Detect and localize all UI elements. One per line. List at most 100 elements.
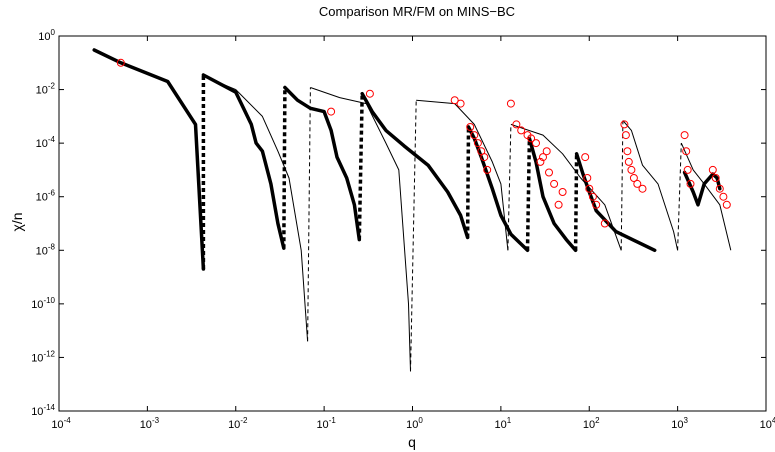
y-tick-label-base: 10	[36, 85, 48, 97]
data-marker	[116, 58, 125, 67]
y-tick-label-exponent: -14	[43, 403, 55, 412]
y-tick-label-exponent: -2	[48, 82, 56, 91]
x-tick-label-base: 10	[406, 419, 418, 431]
x-tick-label: 102	[583, 416, 600, 431]
x-tick-label: 10-2	[228, 416, 248, 431]
data-marker	[627, 165, 636, 174]
mr-dotted-connector	[282, 87, 287, 249]
data-marker	[623, 147, 632, 156]
y-axis-label: χ/n	[9, 212, 25, 231]
data-marker	[581, 153, 590, 162]
y-tick-label-base: 10	[36, 138, 48, 150]
fm-series-thin-line	[416, 99, 509, 251]
y-tick-label-exponent: -6	[48, 189, 56, 198]
data-marker	[629, 174, 638, 182]
x-tick-label-base: 10	[760, 419, 772, 431]
data-marker	[527, 134, 536, 143]
data-marker	[682, 147, 691, 156]
plot-area	[92, 48, 732, 372]
x-tick-label: 10-1	[316, 416, 336, 431]
mr-series-thick-line	[527, 136, 578, 253]
data-marker	[633, 179, 642, 188]
x-tick-label: 101	[495, 416, 512, 431]
fm-series-thin-line	[622, 120, 679, 251]
data-marker	[550, 179, 559, 188]
fm-series-thin-line	[310, 87, 411, 372]
y-tick-label-exponent: -10	[43, 296, 55, 305]
mr-series-thick-line	[574, 152, 657, 253]
data-marker	[506, 99, 515, 108]
mr-dotted-connector	[465, 126, 471, 238]
data-marker	[456, 99, 465, 108]
y-tick-label-exponent: -8	[48, 242, 56, 251]
data-marker	[470, 131, 479, 140]
x-tick-label-exponent: 3	[684, 416, 689, 425]
y-tick-label-base: 10	[38, 31, 50, 43]
mr-series-thick-line	[201, 73, 286, 250]
data-marker	[558, 188, 567, 196]
y-tick-label-base: 10	[36, 245, 48, 257]
data-marker	[545, 168, 553, 177]
mr-series-thick-line	[283, 85, 362, 242]
data-marker	[539, 153, 547, 162]
data-marker	[686, 179, 695, 188]
y-tick-label-base: 10	[31, 406, 43, 418]
x-tick-label: 10-4	[51, 416, 71, 431]
y-tick-label-base: 10	[31, 299, 43, 311]
y-tick-label: 10-14	[31, 403, 55, 418]
y-tick-label: 10-12	[31, 349, 55, 364]
x-tick-label-exponent: 0	[418, 416, 423, 425]
data-marker	[536, 157, 545, 166]
x-tick-label-exponent: -4	[64, 416, 72, 425]
mr-series-thick-line	[682, 170, 722, 207]
fm-dashed-connector	[410, 100, 417, 372]
fm-dashed-connector	[677, 143, 682, 251]
x-tick-label: 104	[760, 416, 775, 431]
y-tick-label: 10-8	[36, 242, 56, 257]
data-marker	[365, 89, 374, 98]
x-tick-label-base: 10	[228, 419, 240, 431]
data-marker	[473, 139, 482, 148]
data-marker	[592, 200, 601, 209]
x-tick-label: 103	[671, 416, 688, 431]
data-marker	[683, 165, 692, 174]
fm-dashed-connector	[307, 87, 311, 342]
fm-series-thin-line	[204, 76, 309, 342]
y-tick-label-exponent: -4	[48, 135, 56, 144]
data-marker	[450, 96, 459, 105]
x-tick-label-base: 10	[495, 419, 507, 431]
y-tick-label: 10-2	[36, 82, 56, 97]
mr-dotted-connector	[573, 153, 579, 251]
mr-dotted-connector	[525, 138, 532, 251]
data-marker	[708, 165, 717, 174]
x-tick-label-exponent: -3	[152, 416, 160, 425]
data-marker	[532, 139, 540, 148]
x-tick-label-base: 10	[583, 419, 595, 431]
x-axis-label: q	[408, 434, 416, 450]
x-tick-label-exponent: 1	[507, 416, 512, 425]
x-tick-label-exponent: 2	[595, 416, 600, 425]
data-marker	[638, 184, 647, 193]
y-tick-label-exponent: 0	[51, 28, 56, 37]
fm-dashed-connector	[620, 120, 624, 251]
x-tick-label-exponent: 4	[772, 416, 775, 425]
x-tick-label-base: 10	[316, 419, 328, 431]
data-marker	[711, 174, 720, 182]
data-marker	[583, 174, 592, 182]
data-marker	[585, 184, 594, 193]
data-marker	[588, 192, 597, 201]
x-tick-label-base: 10	[140, 419, 152, 431]
x-tick-label-exponent: -1	[329, 416, 337, 425]
data-marker	[483, 165, 492, 174]
data-marker	[542, 147, 551, 156]
fm-series-thin-line	[510, 123, 622, 251]
y-tick-label: 10-6	[36, 189, 56, 204]
tick-marks	[58, 35, 767, 412]
y-tick-label-base: 10	[36, 192, 48, 204]
data-marker	[600, 219, 609, 228]
x-tick-label: 100	[406, 416, 423, 431]
data-marker	[620, 120, 629, 129]
x-tick-labels: 10-4 10-3 10-2 10-1 100 101 102 103 104	[51, 416, 775, 431]
